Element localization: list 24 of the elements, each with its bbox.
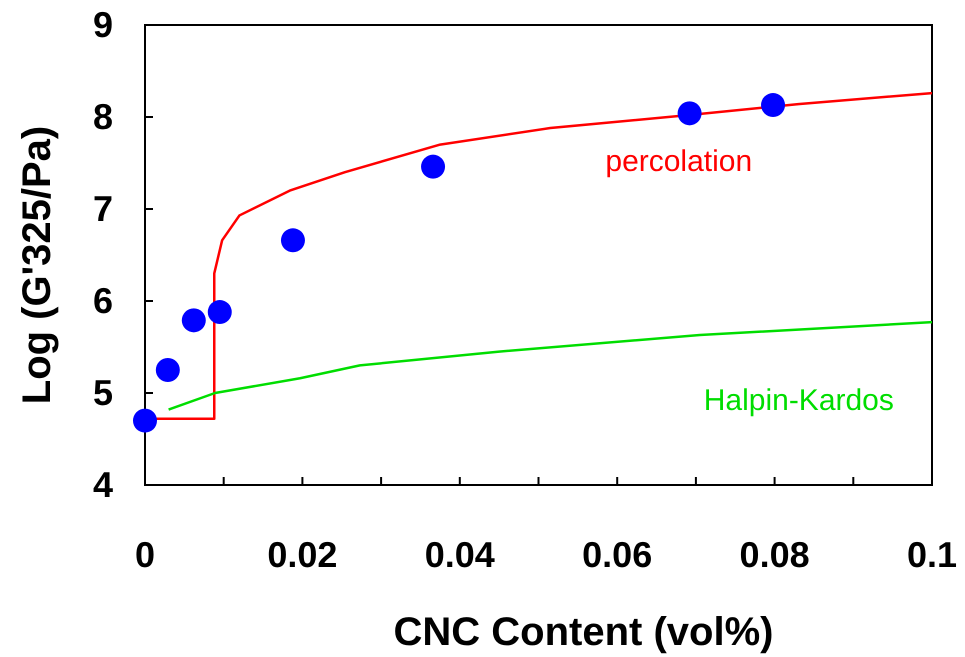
point bbox=[182, 308, 206, 332]
point bbox=[133, 408, 157, 433]
y-tick-label: 4 bbox=[92, 464, 114, 505]
point bbox=[761, 93, 786, 118]
y-tick-label: 5 bbox=[92, 372, 114, 413]
point bbox=[280, 228, 305, 252]
y-axis-title: Log (G'325/Pa) bbox=[15, 126, 59, 404]
point bbox=[208, 300, 232, 324]
x-tick-label: 0.04 bbox=[424, 534, 495, 575]
point bbox=[421, 154, 446, 179]
y-tick-label: 6 bbox=[92, 280, 114, 321]
x-axis-title: CNC Content (vol%) bbox=[394, 610, 774, 654]
point bbox=[156, 358, 180, 382]
x-tick-label: 0.1 bbox=[906, 534, 958, 575]
series-label: percolation bbox=[605, 144, 752, 178]
point bbox=[678, 101, 702, 126]
y-tick-label: 7 bbox=[92, 188, 114, 229]
x-tick-label: 0.06 bbox=[582, 534, 652, 575]
y-tick-label: 9 bbox=[92, 4, 114, 45]
x-tick-label: 0 bbox=[134, 534, 156, 575]
series-label: Halpin-Kardos bbox=[704, 384, 894, 417]
x-tick-label: 0.08 bbox=[740, 534, 810, 575]
y-tick-label: 8 bbox=[92, 96, 114, 137]
x-tick-label: 0.02 bbox=[267, 534, 338, 575]
